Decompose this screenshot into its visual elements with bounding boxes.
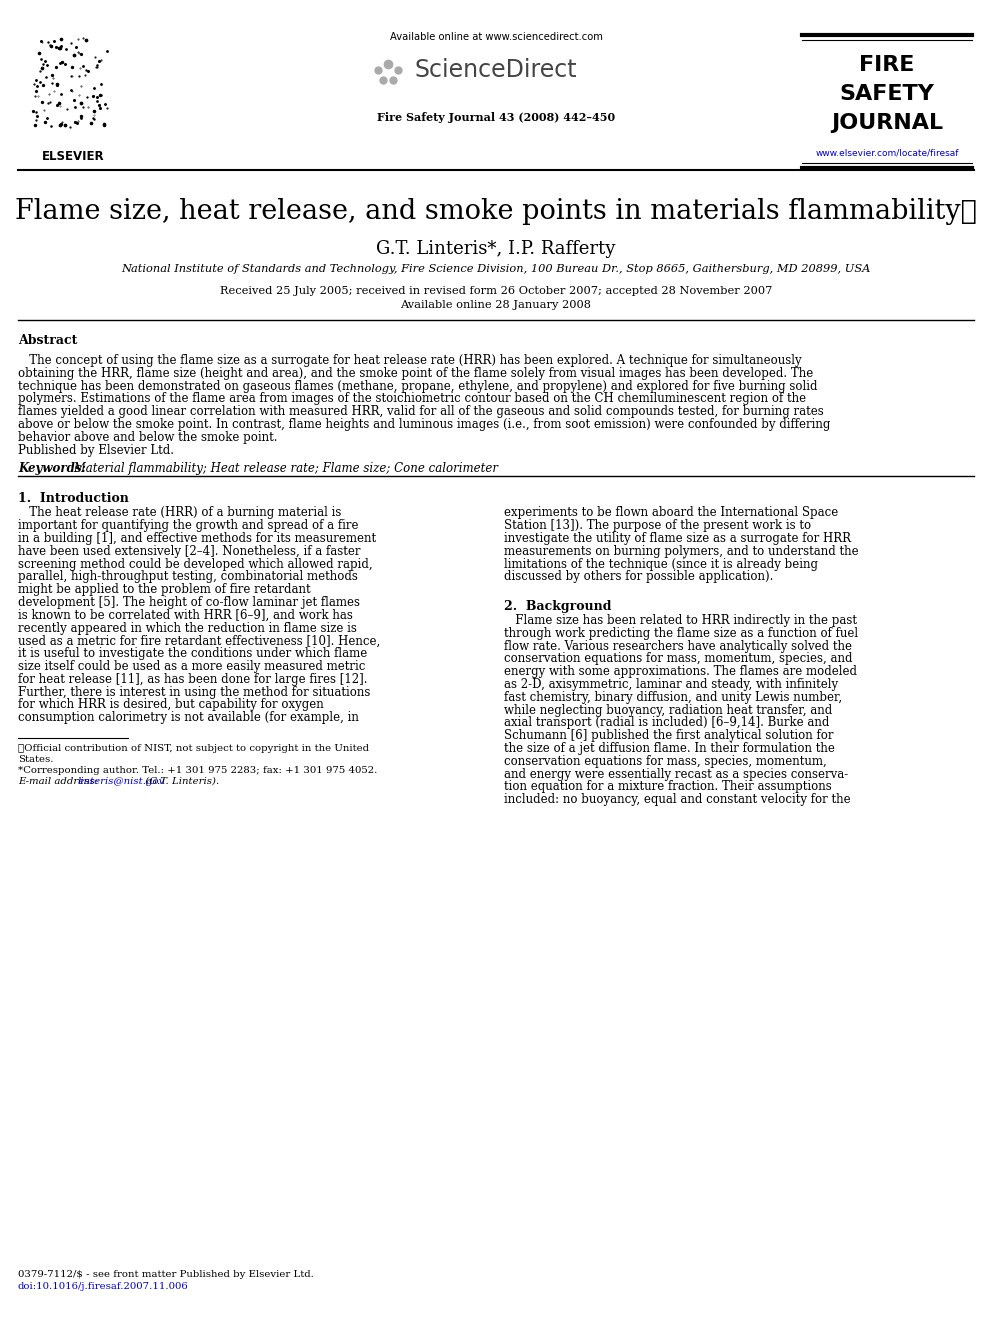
Text: *Corresponding author. Tel.: +1 301 975 2283; fax: +1 301 975 4052.: *Corresponding author. Tel.: +1 301 975 … [18, 766, 377, 775]
Text: E-mail address:: E-mail address: [18, 777, 101, 786]
Text: 0379-7112/$ - see front matter Published by Elsevier Ltd.: 0379-7112/$ - see front matter Published… [18, 1270, 313, 1279]
Text: recently appeared in which the reduction in flame size is: recently appeared in which the reduction… [18, 622, 357, 635]
Text: energy with some approximations. The flames are modeled: energy with some approximations. The fla… [504, 665, 857, 679]
Text: Station [13]). The purpose of the present work is to: Station [13]). The purpose of the presen… [504, 519, 811, 532]
Text: limitations of the technique (since it is already being: limitations of the technique (since it i… [504, 557, 818, 570]
Text: Flame size, heat release, and smoke points in materials flammability⋆: Flame size, heat release, and smoke poin… [15, 198, 977, 225]
Text: size itself could be used as a more easily measured metric: size itself could be used as a more easi… [18, 660, 365, 673]
Text: screening method could be developed which allowed rapid,: screening method could be developed whic… [18, 557, 373, 570]
Bar [18, 40, 128, 157]
Text: Received 25 July 2005; received in revised form 26 October 2007; accepted 28 Nov: Received 25 July 2005; received in revis… [220, 286, 772, 296]
Text: obtaining the HRR, flame size (height and area), and the smoke point of the flam: obtaining the HRR, flame size (height an… [18, 366, 813, 380]
Text: conservation equations for mass, species, momentum,: conservation equations for mass, species… [504, 755, 826, 767]
Text: for heat release [11], as has been done for large fires [12].: for heat release [11], as has been done … [18, 673, 367, 685]
Text: discussed by others for possible application).: discussed by others for possible applica… [504, 570, 774, 583]
Text: SAFETY: SAFETY [839, 83, 934, 105]
Text: Schumann [6] published the first analytical solution for: Schumann [6] published the first analyti… [504, 729, 833, 742]
Text: consumption calorimetry is not available (for example, in: consumption calorimetry is not available… [18, 712, 359, 724]
Text: ELSEVIER: ELSEVIER [42, 149, 104, 163]
Text: development [5]. The height of co-flow laminar jet flames: development [5]. The height of co-flow l… [18, 595, 360, 609]
Text: Material flammability; Heat release rate; Flame size; Cone calorimeter: Material flammability; Heat release rate… [70, 463, 498, 475]
Text: in a building [1], and effective methods for its measurement: in a building [1], and effective methods… [18, 532, 376, 545]
Text: www.elsevier.com/locate/firesaf: www.elsevier.com/locate/firesaf [815, 148, 958, 157]
Text: it is useful to investigate the conditions under which flame: it is useful to investigate the conditio… [18, 647, 367, 660]
Text: States.: States. [18, 755, 54, 763]
Text: 1.  Introduction: 1. Introduction [18, 492, 129, 505]
Text: important for quantifying the growth and spread of a fire: important for quantifying the growth and… [18, 519, 358, 532]
Text: doi:10.1016/j.firesaf.2007.11.006: doi:10.1016/j.firesaf.2007.11.006 [18, 1282, 188, 1291]
Text: might be applied to the problem of fire retardant: might be applied to the problem of fire … [18, 583, 310, 597]
Text: 2.  Background: 2. Background [504, 601, 611, 613]
Text: The heat release rate (HRR) of a burning material is: The heat release rate (HRR) of a burning… [18, 507, 341, 520]
Text: Available online at www.sciencedirect.com: Available online at www.sciencedirect.co… [390, 32, 602, 42]
Text: through work predicting the flame size as a function of fuel: through work predicting the flame size a… [504, 627, 858, 640]
Text: National Institute of Standards and Technology, Fire Science Division, 100 Burea: National Institute of Standards and Tech… [121, 265, 871, 274]
Text: (G.T. Linteris).: (G.T. Linteris). [142, 777, 219, 786]
Text: for which HRR is desired, but capability for oxygen: for which HRR is desired, but capability… [18, 699, 323, 712]
Text: flames yielded a good linear correlation with measured HRR, valid for all of the: flames yielded a good linear correlation… [18, 405, 823, 418]
Text: ⋆Official contribution of NIST, not subject to copyright in the United: ⋆Official contribution of NIST, not subj… [18, 744, 369, 753]
Text: Further, there is interest in using the method for situations: Further, there is interest in using the … [18, 685, 370, 699]
Text: and energy were essentially recast as a species conserva-: and energy were essentially recast as a … [504, 767, 848, 781]
Text: have been used extensively [2–4]. Nonetheless, if a faster: have been used extensively [2–4]. Noneth… [18, 545, 360, 558]
Text: investigate the utility of flame size as a surrogate for HRR: investigate the utility of flame size as… [504, 532, 851, 545]
Text: tion equation for a mixture fraction. Their assumptions: tion equation for a mixture fraction. Th… [504, 781, 831, 794]
Text: Published by Elsevier Ltd.: Published by Elsevier Ltd. [18, 443, 174, 456]
Text: The concept of using the flame size as a surrogate for heat release rate (HRR) h: The concept of using the flame size as a… [18, 355, 802, 366]
Text: linteris@nist.gov: linteris@nist.gov [78, 777, 166, 786]
Text: above or below the smoke point. In contrast, flame heights and luminous images (: above or below the smoke point. In contr… [18, 418, 830, 431]
Text: conservation equations for mass, momentum, species, and: conservation equations for mass, momentu… [504, 652, 852, 665]
Text: Abstract: Abstract [18, 333, 77, 347]
Text: as 2-D, axisymmetric, laminar and steady, with infinitely: as 2-D, axisymmetric, laminar and steady… [504, 677, 838, 691]
Text: Flame size has been related to HRR indirectly in the past: Flame size has been related to HRR indir… [504, 614, 857, 627]
Text: experiments to be flown aboard the International Space: experiments to be flown aboard the Inter… [504, 507, 838, 520]
Text: used as a metric for fire retardant effectiveness [10]. Hence,: used as a metric for fire retardant effe… [18, 635, 380, 647]
Text: polymers. Estimations of the flame area from images of the stoichiometric contou: polymers. Estimations of the flame area … [18, 393, 806, 405]
Text: fast chemistry, binary diffusion, and unity Lewis number,: fast chemistry, binary diffusion, and un… [504, 691, 842, 704]
Text: is known to be correlated with HRR [6–9], and work has: is known to be correlated with HRR [6–9]… [18, 609, 353, 622]
Text: Keywords:: Keywords: [18, 463, 86, 475]
Text: flow rate. Various researchers have analytically solved the: flow rate. Various researchers have anal… [504, 639, 852, 652]
Text: ScienceDirect: ScienceDirect [415, 58, 577, 82]
Text: axial transport (radial is included) [6–9,14]. Burke and: axial transport (radial is included) [6–… [504, 716, 829, 729]
Text: measurements on burning polymers, and to understand the: measurements on burning polymers, and to… [504, 545, 859, 558]
Text: while neglecting buoyancy, radiation heat transfer, and: while neglecting buoyancy, radiation hea… [504, 704, 832, 717]
Text: JOURNAL: JOURNAL [831, 112, 943, 134]
Text: FIRE: FIRE [859, 56, 915, 75]
Text: included: no buoyancy, equal and constant velocity for the: included: no buoyancy, equal and constan… [504, 794, 850, 806]
Text: technique has been demonstrated on gaseous flames (methane, propane, ethylene, a: technique has been demonstrated on gaseo… [18, 380, 817, 393]
Text: Fire Safety Journal 43 (2008) 442–450: Fire Safety Journal 43 (2008) 442–450 [377, 112, 615, 123]
Text: Available online 28 January 2008: Available online 28 January 2008 [401, 300, 591, 310]
Text: behavior above and below the smoke point.: behavior above and below the smoke point… [18, 431, 278, 443]
Text: parallel, high-throughput testing, combinatorial methods: parallel, high-throughput testing, combi… [18, 570, 358, 583]
Text: G.T. Linteris*, I.P. Rafferty: G.T. Linteris*, I.P. Rafferty [376, 239, 616, 258]
Text: the size of a jet diffusion flame. In their formulation the: the size of a jet diffusion flame. In th… [504, 742, 835, 755]
